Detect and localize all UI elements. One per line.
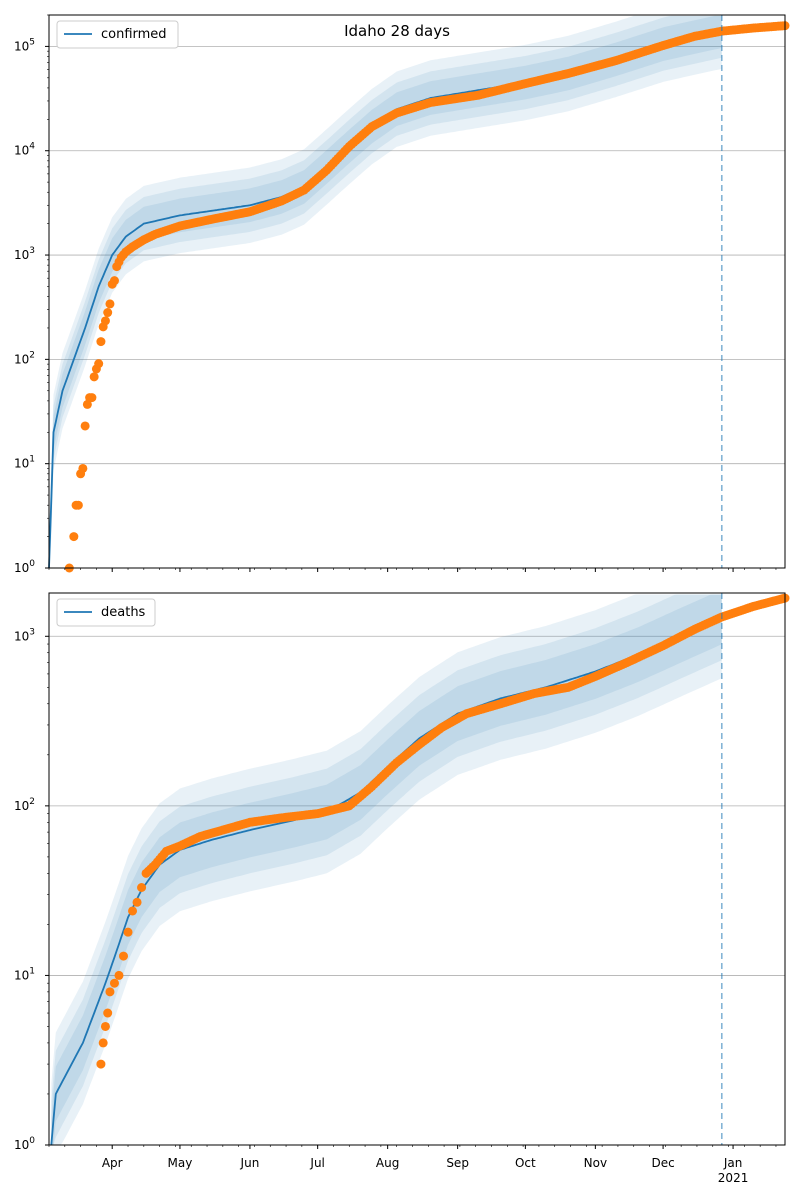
top-observed-dot bbox=[69, 532, 79, 542]
bottom-grid bbox=[49, 635, 785, 976]
top-observed-dot bbox=[89, 372, 99, 382]
bottom-observed-dot bbox=[114, 970, 124, 980]
top-ytick-label: 102 bbox=[14, 350, 35, 366]
xtick-label: Oct bbox=[515, 1156, 536, 1170]
xtick-year-label: 2021 bbox=[718, 1171, 749, 1185]
top-band-1 bbox=[49, 15, 722, 568]
confirmed-panel: 100 101 102 103 104 105 confirmed Idaho 28 da… bbox=[14, 14, 790, 575]
xtick-label: Jul bbox=[309, 1156, 324, 1170]
bottom-observed-dot bbox=[96, 1059, 106, 1069]
xtick-label: Nov bbox=[584, 1156, 607, 1170]
top-legend-box bbox=[56, 20, 179, 49]
top-observed-dot bbox=[105, 299, 115, 309]
top-band-3 bbox=[49, 15, 722, 568]
bottom-ytick-label: 101 bbox=[14, 966, 35, 982]
top-observed-dot bbox=[109, 276, 119, 286]
bottom-observed-dot bbox=[132, 897, 142, 907]
bottom-legend-label: deaths bbox=[101, 605, 146, 620]
top-axes-frame bbox=[48, 14, 786, 569]
top-y-axis: 100 101 102 103 104 105 bbox=[14, 14, 49, 575]
xtick-label: May bbox=[168, 1156, 193, 1170]
top-observed-dot bbox=[78, 463, 88, 473]
top-observed-dot bbox=[100, 316, 110, 326]
bottom-axes-frame bbox=[48, 592, 786, 1146]
bottom-legend-box bbox=[56, 598, 156, 627]
top-ytick-label: 101 bbox=[14, 455, 35, 471]
top-confidence-bands bbox=[49, 15, 722, 568]
top-band-2 bbox=[49, 15, 722, 568]
xtick-label: Dec bbox=[651, 1156, 674, 1170]
top-observed-dot bbox=[73, 500, 83, 510]
top-observed-dot bbox=[103, 308, 113, 318]
bottom-observed-dot bbox=[123, 927, 133, 937]
top-ytick-label: 105 bbox=[14, 37, 35, 53]
top-legend-label: confirmed bbox=[101, 27, 167, 42]
xtick-label: Aug bbox=[376, 1156, 399, 1170]
bottom-band-1 bbox=[51, 594, 722, 1145]
top-observed-points bbox=[64, 21, 790, 573]
bottom-observed-dot bbox=[98, 1038, 108, 1048]
xtick-label: Apr bbox=[102, 1156, 123, 1170]
xtick-label: Sep bbox=[446, 1156, 469, 1170]
top-ytick-label: 100 bbox=[14, 559, 35, 575]
bottom-ytick-label: 100 bbox=[14, 1136, 35, 1152]
figure-title: Idaho 28 days bbox=[344, 22, 450, 40]
bottom-observed-dot bbox=[119, 951, 129, 961]
top-x-axis bbox=[48, 568, 777, 572]
top-observed-dot bbox=[87, 393, 97, 403]
top-observed-dot bbox=[82, 399, 92, 409]
deaths-panel: 100 101 102 103 Apr May Jun Jul Aug Sep Oct Nov Dec… bbox=[14, 592, 790, 1185]
bottom-y-axis: 100 101 102 103 bbox=[14, 627, 49, 1152]
top-observed-dot bbox=[80, 421, 90, 431]
top-ytick-label: 103 bbox=[14, 246, 35, 262]
xtick-label: Jan bbox=[723, 1156, 743, 1170]
bottom-observed-dot bbox=[100, 1021, 110, 1031]
xtick-label: Jun bbox=[240, 1156, 260, 1170]
top-ytick-label: 104 bbox=[14, 142, 35, 158]
bottom-observed-points bbox=[96, 593, 790, 1069]
top-observed-dot bbox=[94, 359, 104, 369]
top-observed-dot bbox=[96, 337, 106, 347]
bottom-observed-dot bbox=[109, 978, 119, 988]
bottom-observed-dot bbox=[137, 883, 147, 893]
bottom-ytick-label: 102 bbox=[14, 797, 35, 813]
bottom-observed-dot bbox=[128, 906, 138, 916]
bottom-observed-dot bbox=[105, 987, 115, 997]
bottom-ytick-label: 103 bbox=[14, 627, 35, 643]
top-legend: confirmed bbox=[56, 20, 179, 49]
bottom-legend: deaths bbox=[56, 598, 156, 627]
bottom-observed-dot bbox=[103, 1008, 113, 1018]
